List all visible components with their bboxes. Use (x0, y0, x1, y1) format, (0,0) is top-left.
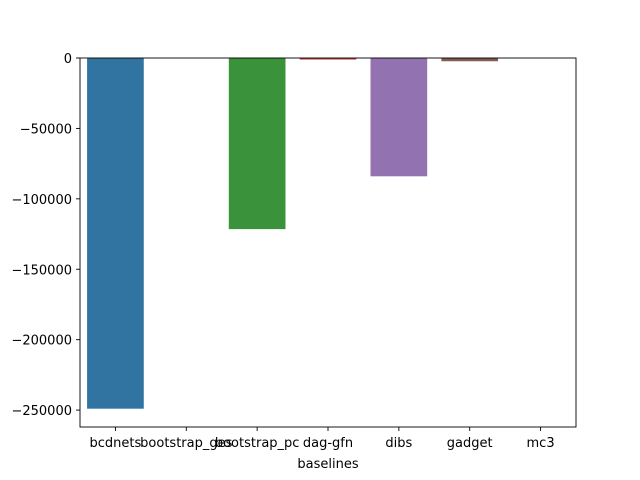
y-tick-label: 0 (64, 52, 72, 67)
x-tick-label: mc3 (527, 436, 555, 451)
y-tick-label: −150000 (11, 263, 72, 278)
x-tick-label: gadget (447, 436, 493, 451)
x-tick-label: bootstrap_pc (215, 436, 300, 451)
x-tick-label: bcdnets (90, 436, 142, 451)
bar-bcdnets (87, 58, 144, 409)
y-axis: 0 −50000 −100000 −150000 −200000 −250000 (11, 52, 80, 419)
bar-bootstrap_pc (228, 58, 286, 230)
y-tick-label: −250000 (11, 404, 72, 419)
bar-gadget (441, 58, 499, 62)
x-tick-label: bootstrap_ges (140, 436, 232, 451)
y-tick-label: −100000 (11, 193, 72, 208)
y-tick-label: −200000 (11, 334, 72, 349)
plot-frame (79, 57, 577, 428)
bars-group (87, 58, 499, 409)
x-tick-label: dag-gfn (303, 436, 353, 451)
y-tick-label: −50000 (20, 122, 72, 137)
bar-dibs (370, 58, 428, 177)
x-axis-label: baselines (297, 457, 358, 472)
bar-dag-gfn (299, 58, 357, 60)
x-tick-label: dibs (385, 436, 412, 451)
